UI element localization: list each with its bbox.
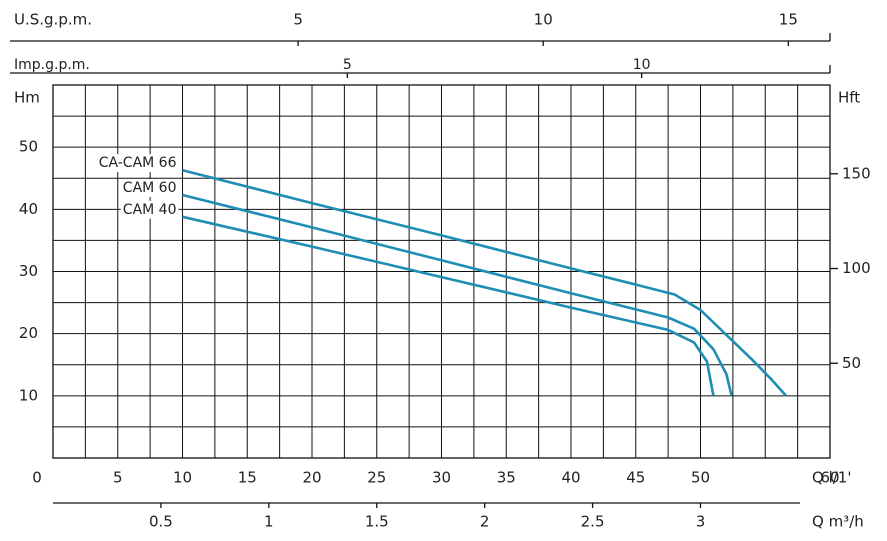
top-tick-label: 10	[534, 11, 553, 29]
top-tick-label: 15	[779, 11, 798, 29]
plot-frame	[52, 84, 831, 459]
y-tick-label: 50	[19, 138, 38, 156]
bottom-tick-label: 1	[264, 513, 274, 531]
label-box	[120, 200, 179, 219]
bottom-axis-label: Q m³/h	[812, 513, 864, 531]
x-tick-label: 30	[432, 469, 451, 487]
y2-tick-label: 100	[842, 259, 871, 277]
x-tick-label: 20	[302, 469, 321, 487]
bottom-tick-label: 0.5	[149, 513, 173, 531]
top-tick-label: 5	[293, 11, 303, 29]
series-label: CA-CAM 66	[99, 155, 177, 171]
x-tick-label: 40	[561, 469, 580, 487]
series-label: CAM 60	[123, 180, 177, 196]
bottom-tick-label: 2.5	[581, 513, 605, 531]
x-tick-label: 60	[820, 469, 839, 487]
top-axis-label: Imp.g.p.m.	[14, 57, 90, 73]
series-label: CAM 40	[123, 202, 177, 218]
x-tick-label: 45	[626, 469, 645, 487]
x-tick-label: 15	[238, 469, 257, 487]
y2-axis-label: Hft	[838, 89, 860, 107]
bottom-tick-label: 1.5	[365, 513, 389, 531]
top-axis-label: U.S.g.p.m.	[14, 11, 92, 29]
curve	[182, 215, 715, 397]
label-box	[96, 154, 179, 173]
top-tick-label: 10	[633, 57, 651, 73]
x-tick-label: 5	[113, 469, 123, 487]
x-tick-label: 35	[497, 469, 516, 487]
x-tick-label: 0	[32, 469, 42, 487]
label-box	[120, 179, 179, 198]
bottom-tick-label: 3	[696, 513, 706, 531]
x-tick-label: 50	[691, 469, 710, 487]
curve	[182, 193, 733, 397]
y-tick-label: 20	[19, 324, 38, 342]
y-tick-label: 40	[19, 200, 38, 218]
x-tick-label: 25	[367, 469, 386, 487]
x-tick-label: 10	[173, 469, 192, 487]
top-tick-label: 5	[343, 57, 352, 73]
y-tick-label: 10	[19, 386, 38, 404]
y-axis-label: Hm	[14, 89, 40, 107]
y2-tick-label: 50	[842, 354, 861, 372]
x-axis-label: Q l/1'	[812, 469, 851, 487]
y-tick-label: 30	[19, 262, 38, 280]
y2-tick-label: 150	[842, 164, 871, 182]
curve	[182, 168, 787, 397]
bottom-tick-label: 2	[480, 513, 490, 531]
